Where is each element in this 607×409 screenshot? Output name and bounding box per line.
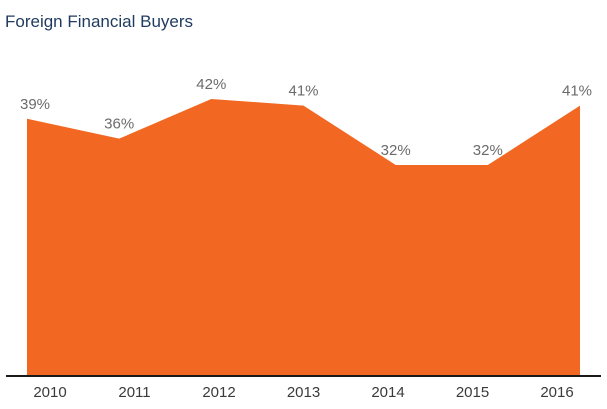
area-series xyxy=(27,99,580,376)
x-tick-2014: 2014 xyxy=(371,384,404,401)
x-tick-2011: 2011 xyxy=(118,384,150,401)
x-tick-2010: 2010 xyxy=(33,384,66,401)
data-label-2012: 42% xyxy=(196,76,226,93)
x-tick-2013: 2013 xyxy=(287,384,320,401)
x-tick-2016: 2016 xyxy=(540,384,573,401)
data-label-2011: 36% xyxy=(104,116,134,133)
data-label-2010: 39% xyxy=(20,96,50,113)
data-label-2013: 41% xyxy=(288,83,318,100)
data-label-2014: 32% xyxy=(381,142,411,159)
chart-title: Foreign Financial Buyers xyxy=(5,12,194,31)
x-axis-ticks: 2010 2011 2012 2013 2014 2015 2016 xyxy=(33,384,573,401)
x-tick-2012: 2012 xyxy=(202,384,235,401)
data-labels: 39% 36% 42% 41% 32% 32% 41% xyxy=(20,76,592,159)
x-tick-2015: 2015 xyxy=(456,384,489,401)
data-label-2016: 41% xyxy=(562,83,592,100)
data-label-2015: 32% xyxy=(473,142,503,159)
